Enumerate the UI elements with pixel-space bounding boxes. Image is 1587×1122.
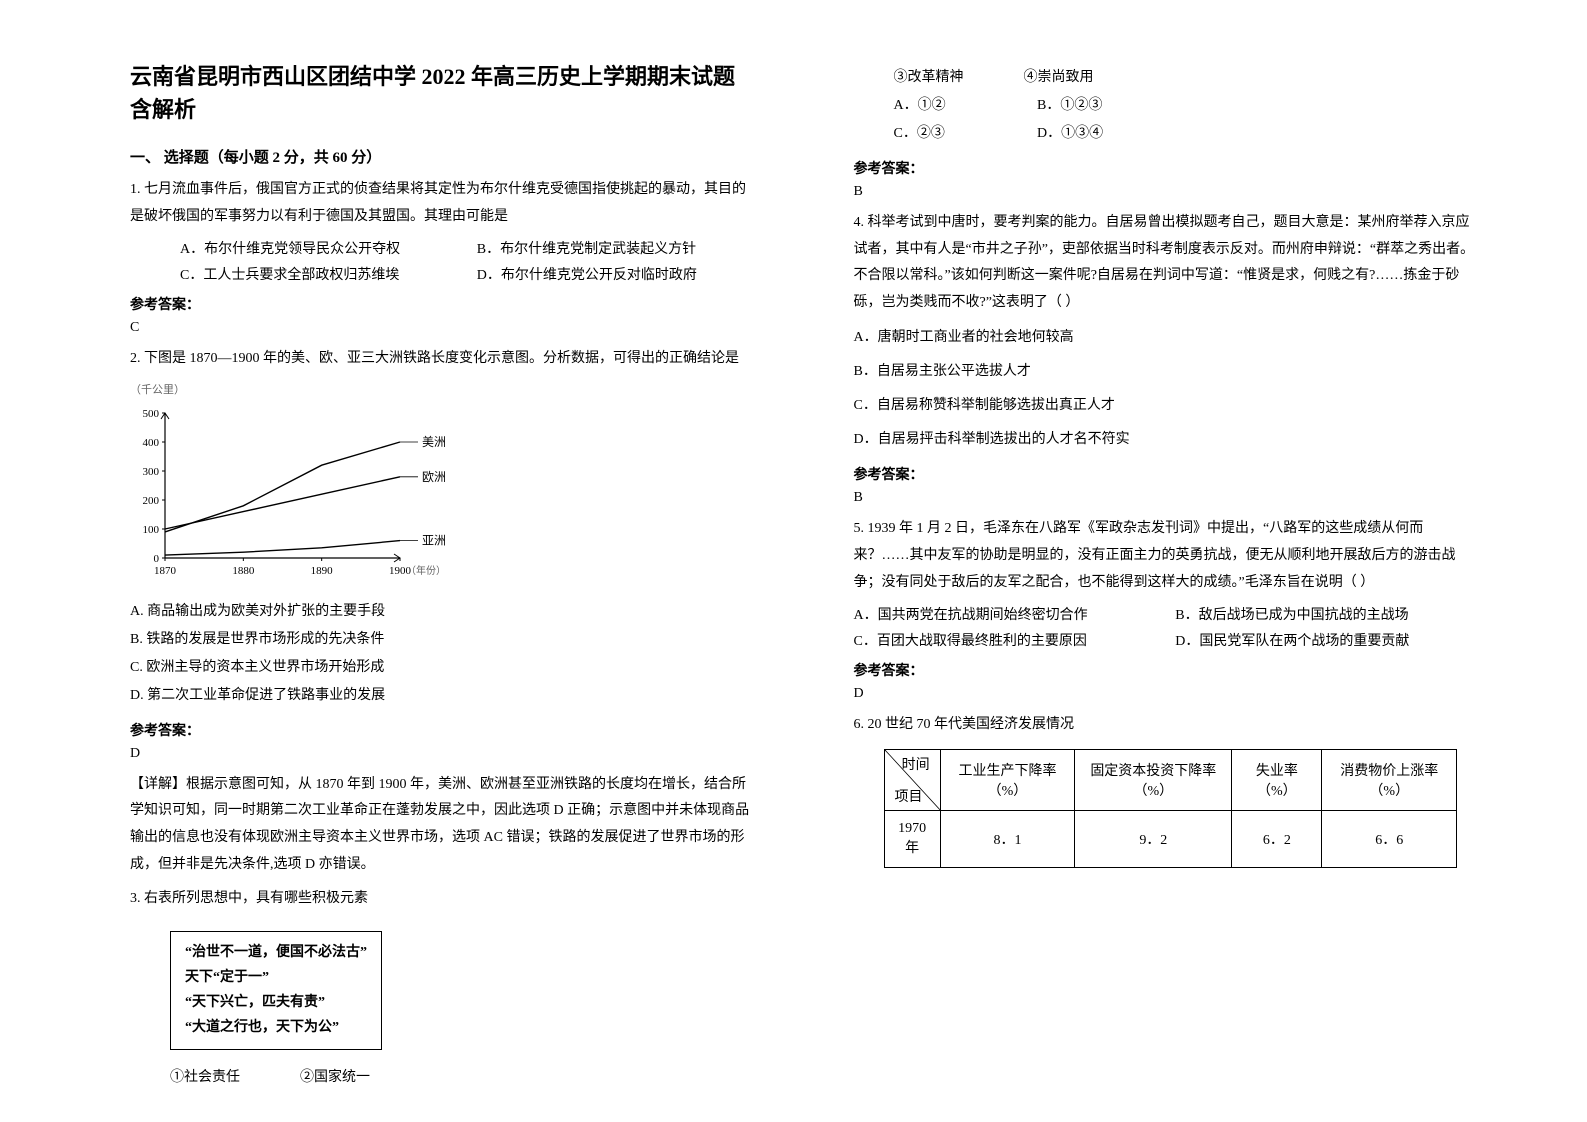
svg-text:1880: 1880 (232, 565, 255, 577)
svg-text:200: 200 (143, 495, 160, 507)
q5-text: 1939 年 1 月 2 日，毛泽东在八路军《军政杂志发刊词》中提出，“八路军的… (854, 521, 1456, 589)
q1-opt-c: C．工人士兵要求全部政权归苏维埃 (180, 264, 457, 284)
svg-text:（年份）: （年份） (406, 564, 446, 577)
svg-text:1870: 1870 (154, 565, 177, 577)
q2-chart: 01002003004005001870188018901900（年份）美洲欧洲… (130, 403, 754, 588)
col-1: 工业生产下降率（%） (940, 749, 1075, 810)
q4-num: 4. (854, 215, 865, 230)
q3-opt-d: D．①③④ (1037, 126, 1103, 141)
q4-opt-c: C．自居易称赞科举制能够选拔出真正人才 (854, 392, 1478, 420)
q3-opt-c: C．②③ (894, 120, 1034, 148)
q3-items-row1: ①社会责任 ②国家统一 (170, 1066, 754, 1086)
q2-explain: 【详解】根据示意图可知，从 1870 年到 1900 年，美洲、欧洲甚至亚洲铁路… (130, 772, 754, 878)
diag-top: 时间 (902, 754, 930, 774)
svg-text:500: 500 (143, 408, 160, 420)
q1-text: 七月流血事件后，俄国官方正式的侦查结果将其定性为布尔什维克受德国指使挑起的暴动，… (130, 182, 746, 224)
q5-options: A．国共两党在抗战期间始终密切合作 B．敌后战场已成为中国抗战的主战场 C．百团… (854, 604, 1478, 650)
q6-text: 20 世纪 70 年代美国经济发展情况 (868, 717, 1075, 732)
q2-options: A. 商品输出成为欧美对外扩张的主要手段 B. 铁路的发展是世界市场形成的先决条… (130, 598, 754, 710)
svg-text:400: 400 (143, 437, 160, 449)
q5-opt-d: D．国民党军队在两个战场的重要贡献 (1175, 630, 1477, 650)
col-4: 消费物价上涨率（%） (1322, 749, 1457, 810)
q5-ans-label: 参考答案： (854, 660, 1478, 680)
row1-c1: 8．1 (940, 810, 1075, 867)
svg-text:欧洲: 欧洲 (422, 470, 446, 484)
q1-opt-a: A．布尔什维克党领导民众公开夺权 (180, 238, 457, 258)
q5-opt-c: C．百团大战取得最终胜利的主要原因 (854, 630, 1156, 650)
q2-ans-label: 参考答案： (130, 720, 754, 740)
q2-text: 下图是 1870—1900 年的美、欧、亚三大洲铁路长度变化示意图。分析数据，可… (144, 351, 739, 366)
q3-item-2: ②国家统一 (300, 1066, 370, 1086)
q3-opt-b: B．①②③ (1037, 98, 1102, 113)
q4-opt-b: B．自居易主张公平选拔人才 (854, 358, 1478, 386)
q1-ans-label: 参考答案： (130, 294, 754, 314)
q5-stem: 5. 1939 年 1 月 2 日，毛泽东在八路军《军政杂志发刊词》中提出，“八… (854, 516, 1478, 596)
q5-opt-b: B．敌后战场已成为中国抗战的主战场 (1175, 604, 1477, 624)
q4-text: 科举考试到中唐时，要考判案的能力。自居易曾出模拟题考自己，题目大意是：某州府举荐… (854, 215, 1475, 310)
q5-num: 5. (854, 521, 865, 536)
q3-box: “治世不一道，便国不必法古” 天下“定于一” “天下兴亡，匹夫有责” “大道之行… (170, 931, 382, 1050)
col-3: 失业率（%） (1232, 749, 1322, 810)
q1-stem: 1. 七月流血事件后，俄国官方正式的侦查结果将其定性为布尔什维克受德国指使挑起的… (130, 177, 754, 230)
q2-num: 2. (130, 351, 141, 366)
q4-options: A．唐朝时工商业者的社会地何较高 B．自居易主张公平选拔人才 C．自居易称赞科举… (854, 324, 1478, 454)
q1-ans: C (130, 320, 754, 336)
svg-text:100: 100 (143, 524, 160, 536)
row1-c2: 9．2 (1075, 810, 1232, 867)
q4-opt-d: D．自居易抨击科举制选拔出的人才名不符实 (854, 426, 1478, 454)
q3-ans: B (854, 184, 1478, 200)
q3-box-1: “治世不一道，便国不必法古” (185, 940, 367, 965)
q3-opt-a: A．①② (894, 92, 1034, 120)
q4-stem: 4. 科举考试到中唐时，要考判案的能力。自居易曾出模拟题考自己，题目大意是：某州… (854, 210, 1478, 316)
page-title: 云南省昆明市西山区团结中学 2022 年高三历史上学期期末试题含解析 (130, 60, 754, 126)
q2-opt-a: A. 商品输出成为欧美对外扩张的主要手段 (130, 598, 754, 626)
q2-stem: 2. 下图是 1870—1900 年的美、欧、亚三大洲铁路长度变化示意图。分析数… (130, 346, 754, 373)
q3-text: 右表所列思想中，具有哪些积极元素 (144, 891, 368, 906)
q4-ans-label: 参考答案： (854, 464, 1478, 484)
q3-items-row2: ③改革精神 ④崇尚致用 (894, 66, 1478, 86)
q3-box-3: “天下兴亡，匹夫有责” (185, 990, 367, 1015)
row1-c3: 6．2 (1232, 810, 1322, 867)
q3-options: A．①② B．①②③ C．②③ D．①③④ (894, 92, 1478, 148)
svg-text:300: 300 (143, 466, 160, 478)
q3-stem: 3. 右表所列思想中，具有哪些积极元素 (130, 886, 754, 913)
svg-text:1890: 1890 (311, 565, 334, 577)
q3-ans-label: 参考答案： (854, 158, 1478, 178)
row1-c4: 6．6 (1322, 810, 1457, 867)
q3-item-1: ①社会责任 (170, 1066, 240, 1086)
q2-unit: （千公里） (130, 381, 754, 397)
q4-ans: B (854, 490, 1478, 506)
col-2: 固定资本投资下降率（%） (1075, 749, 1232, 810)
q3-box-2: 天下“定于一” (185, 965, 367, 990)
q6-num: 6. (854, 717, 865, 732)
q3-box-4: “大道之行也，天下为公” (185, 1015, 367, 1040)
q3-item-3: ③改革精神 (894, 66, 964, 86)
svg-text:0: 0 (154, 553, 160, 565)
q2-ans: D (130, 746, 754, 762)
q1-opt-d: D．布尔什维克党公开反对临时政府 (477, 264, 754, 284)
q4-opt-a: A．唐朝时工商业者的社会地何较高 (854, 324, 1478, 352)
svg-text:美洲: 美洲 (422, 435, 446, 449)
q2-opt-c: C. 欧洲主导的资本主义世界市场开始形成 (130, 654, 754, 682)
q6-table: 时间 项目 工业生产下降率（%） 固定资本投资下降率（%） 失业率（%） 消费物… (884, 749, 1458, 868)
diag-bot: 项目 (895, 786, 923, 806)
row1-year: 1970年 (884, 810, 940, 867)
q6-stem: 6. 20 世纪 70 年代美国经济发展情况 (854, 712, 1478, 739)
q5-opt-a: A．国共两党在抗战期间始终密切合作 (854, 604, 1156, 624)
svg-text:亚洲: 亚洲 (422, 533, 446, 547)
q3-num: 3. (130, 891, 141, 906)
q1-options: A．布尔什维克党领导民众公开夺权 B．布尔什维克党制定武装起义方针 C．工人士兵… (180, 238, 754, 284)
q2-opt-b: B. 铁路的发展是世界市场形成的先决条件 (130, 626, 754, 654)
section-1-head: 一、 选择题（每小题 2 分，共 60 分） (130, 146, 754, 167)
table-diag-cell: 时间 项目 (884, 749, 940, 810)
q3-item-4: ④崇尚致用 (1024, 66, 1094, 86)
q1-num: 1. (130, 182, 141, 197)
q1-opt-b: B．布尔什维克党制定武装起义方针 (477, 238, 754, 258)
table-row: 1970年 8．1 9．2 6．2 6．6 (884, 810, 1457, 867)
q2-opt-d: D. 第二次工业革命促进了铁路事业的发展 (130, 682, 754, 710)
q5-ans: D (854, 686, 1478, 702)
